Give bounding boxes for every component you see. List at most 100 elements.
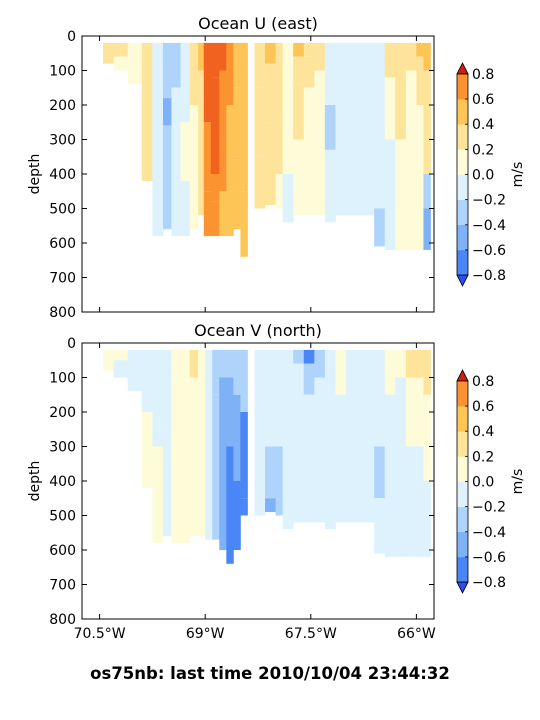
heatmap-cell: [180, 42, 191, 123]
heatmap-cell: [254, 412, 266, 516]
heatmap-cell: [210, 77, 220, 174]
heatmap-cell: [240, 191, 248, 257]
heatmap-cell: [265, 42, 276, 64]
heatmap-cell: [374, 349, 386, 447]
chart-title: Ocean U (east): [198, 14, 318, 33]
y-tick-label: 800: [49, 612, 76, 628]
heatmap-cell: [335, 42, 347, 140]
heatmap-cell: [405, 70, 417, 174]
heatmap-cell: [162, 42, 172, 99]
colorbar-tick-label: −0.8: [472, 575, 506, 591]
heatmap-cell: [374, 139, 386, 209]
colorbar-extend-max: [456, 369, 469, 382]
chart-title: Ocean V (north): [194, 321, 322, 340]
heatmap-cell: [293, 56, 305, 85]
heatmap-cell: [346, 446, 361, 523]
heatmap-cell: [395, 63, 407, 140]
heatmap-cell: [162, 125, 172, 230]
heatmap-cell: [254, 42, 266, 88]
colorbar-band: [457, 556, 468, 583]
colorbar-band: [457, 431, 468, 457]
colorbar-band: [457, 380, 468, 407]
colorbar-extend-max: [456, 62, 469, 75]
colorbar-band: [457, 149, 468, 175]
heatmap-cell: [203, 122, 212, 192]
colorbar-tick-label: 0.2: [472, 449, 494, 465]
colorbar-tick-label: 0.6: [472, 92, 494, 108]
y-tick-label: 100: [49, 371, 76, 387]
colorbar-tick-label: −0.6: [472, 243, 506, 259]
heatmap-cell: [324, 42, 336, 105]
heatmap-cell: [384, 139, 396, 250]
heatmap-cell: [384, 349, 396, 395]
colorbar-band: [457, 174, 468, 200]
heatmap-cell: [219, 42, 227, 71]
heatmap-cell: [293, 349, 305, 364]
heatmap-cell: [395, 377, 407, 481]
heatmap-cell: [180, 122, 191, 181]
heatmap-cell: [360, 42, 375, 105]
heatmap-cell: [314, 42, 326, 71]
heatmap-cell: [324, 349, 336, 447]
heatmap-cell: [226, 515, 234, 564]
colorbar-tick-label: 0.8: [472, 67, 494, 83]
heatmap-cell: [423, 208, 431, 250]
heatmap-cell: [423, 481, 431, 557]
heatmap-cell: [189, 446, 199, 537]
heatmap-cell: [423, 349, 431, 395]
heatmap-cell: [189, 349, 199, 378]
colorbar-band: [457, 224, 468, 251]
colorbar-band: [457, 99, 468, 125]
heatmap-cell: [254, 156, 266, 209]
heatmap-cell: [171, 429, 181, 544]
colorbar-tick-label: 0.2: [472, 142, 494, 158]
heatmap-cell: [275, 105, 284, 174]
heatmap-cell: [374, 208, 386, 247]
heatmap-cell: [198, 349, 206, 447]
heatmap-cell: [127, 42, 143, 64]
x-tick-label: 70.5°W: [74, 626, 126, 642]
heatmap-cell: [314, 70, 326, 216]
colorbar-band: [457, 506, 468, 533]
heatmap-cell: [212, 481, 220, 540]
y-tick-label: 200: [49, 405, 76, 421]
heatmap-cell: [395, 349, 407, 378]
heatmap-cell: [416, 56, 424, 105]
heatmap-cell: [240, 349, 248, 412]
y-tick-label: 0: [67, 336, 76, 352]
heatmap-cell: [203, 191, 212, 237]
heatmap-cell: [219, 70, 227, 140]
heatmap-cell: [423, 394, 431, 481]
colorbar-unit-label: m/s: [510, 162, 526, 188]
heatmap-cell: [113, 349, 129, 361]
heatmap-cell: [233, 42, 241, 88]
heatmap-cell: [212, 394, 220, 481]
y-tick-label: 600: [49, 236, 76, 252]
colorbar-tick-label: −0.2: [472, 193, 506, 209]
heatmap-cell: [233, 156, 241, 230]
heatmap-cell: [141, 349, 153, 412]
heatmap-cell: [423, 42, 431, 71]
y-tick-label: 500: [49, 509, 76, 525]
heatmap-cell: [303, 56, 315, 88]
heatmap-cell: [171, 87, 181, 181]
colorbar-tick-label: −0.4: [472, 218, 506, 234]
heatmap-cell: [203, 42, 212, 123]
heatmap-cell: [162, 429, 172, 537]
heatmap-cell: [219, 377, 227, 447]
heatmap-cell: [346, 42, 361, 140]
heatmap-cell: [226, 377, 234, 447]
heatmap-cell: [219, 191, 227, 237]
heatmap-cell: [162, 349, 172, 430]
heatmap-cell: [141, 42, 153, 105]
heatmap-cell: [282, 349, 294, 412]
heatmap-cell: [254, 87, 266, 157]
colorbar-tick-label: 0.6: [472, 399, 494, 415]
heatmap-cell: [210, 201, 220, 237]
colorbar-tick-label: 0.0: [472, 475, 494, 491]
heatmap-cell: [335, 139, 347, 216]
heatmap-cell: [233, 87, 241, 157]
heatmap-cell: [405, 42, 417, 71]
colorbar-unit-label: m/s: [510, 469, 526, 495]
colorbar: 0.8 0.6 0.4 0.2 0.0 −0.2 −0.4 −0.6 −0.8 m/s: [456, 62, 526, 287]
